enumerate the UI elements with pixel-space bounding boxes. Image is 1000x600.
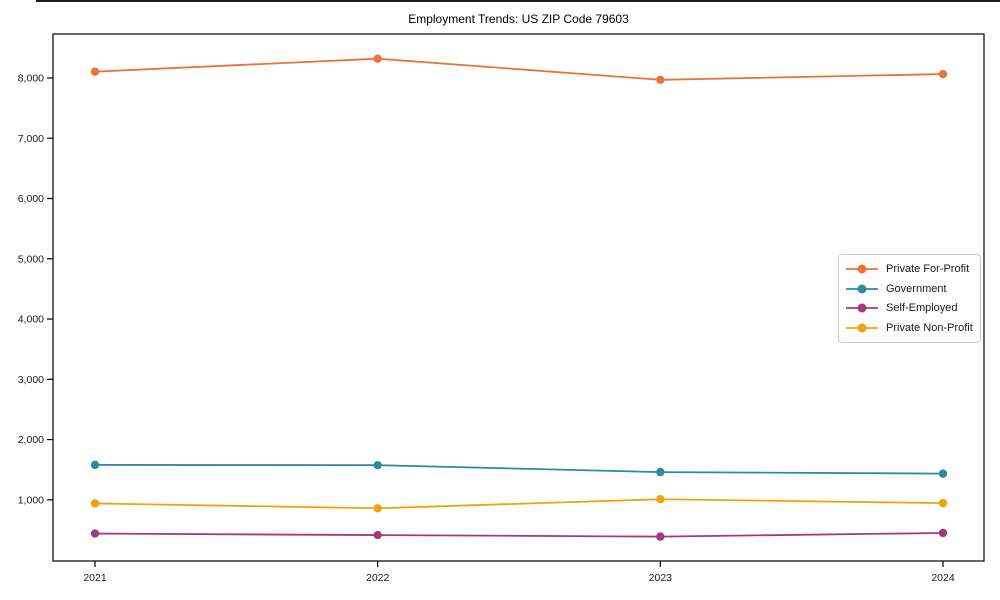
data-point-self-employed-2022 xyxy=(373,530,382,540)
series-line-private-for-profit xyxy=(94,57,944,81)
x-tick-label: 2021 xyxy=(83,572,107,584)
x-tick-label: 2022 xyxy=(366,572,390,584)
y-tick-label: 3,000 xyxy=(18,374,44,386)
legend-dot xyxy=(857,264,867,274)
legend-item-self-employed: Self-Employed xyxy=(845,302,974,314)
data-point-self-employed-2024 xyxy=(938,528,948,538)
legend-label: Private For-Profit xyxy=(886,262,970,275)
data-point-private-for-profit-2021 xyxy=(90,67,100,76)
legend-item-government: Government xyxy=(845,283,974,295)
data-point-private-non-profit-2021 xyxy=(90,499,100,508)
data-point-government-2024 xyxy=(938,469,948,478)
legend-marker-private-for-profit xyxy=(846,264,878,274)
y-tick-label: 2,000 xyxy=(18,434,44,446)
data-point-government-2021 xyxy=(90,460,100,470)
x-tick-label: 2023 xyxy=(649,572,673,584)
y-tick-label: 7,000 xyxy=(18,133,44,145)
data-point-self-employed-2021 xyxy=(90,529,100,538)
legend-label: Self-Employed xyxy=(886,302,958,315)
y-tick-label: 8,000 xyxy=(18,73,44,85)
data-point-self-employed-2023 xyxy=(656,532,665,541)
legend-marker-private-non-profit xyxy=(846,323,878,333)
legend-marker-government xyxy=(846,284,878,294)
plot-border xyxy=(52,33,985,562)
data-point-private-non-profit-2022 xyxy=(373,504,382,513)
data-point-government-2023 xyxy=(656,467,665,477)
data-point-government-2022 xyxy=(373,460,382,470)
chart-title: Employment Trends: US ZIP Code 79603 xyxy=(408,12,629,26)
data-point-private-for-profit-2022 xyxy=(373,54,382,63)
legend-marker-self-employed xyxy=(846,303,878,313)
y-tick-label: 4,000 xyxy=(18,314,44,326)
y-tick-label: 6,000 xyxy=(18,193,44,205)
legend-label: Private Non-Profit xyxy=(886,322,973,335)
series-line-self-employed xyxy=(94,532,944,538)
legend: Private For-Profit Government Self-Employe… xyxy=(838,254,981,343)
window-top-edge xyxy=(36,0,1000,2)
legend-item-private-non-profit: Private Non-Profit xyxy=(845,322,974,334)
legend-dot xyxy=(857,323,867,333)
legend-dot xyxy=(857,303,867,313)
data-point-private-for-profit-2023 xyxy=(656,75,665,84)
legend-dot xyxy=(857,284,867,294)
y-tick-label: 1,000 xyxy=(18,494,44,506)
data-point-private-non-profit-2023 xyxy=(656,495,665,504)
data-point-private-for-profit-2024 xyxy=(938,69,948,79)
x-tick-label: 2024 xyxy=(931,572,955,584)
series-line-private-non-profit xyxy=(94,498,944,510)
legend-label: Government xyxy=(886,282,947,295)
series-line-government xyxy=(94,463,944,475)
y-tick-label: 5,000 xyxy=(18,253,44,265)
data-point-private-non-profit-2024 xyxy=(938,498,948,508)
legend-item-private-for-profit: Private For-Profit xyxy=(845,263,974,275)
